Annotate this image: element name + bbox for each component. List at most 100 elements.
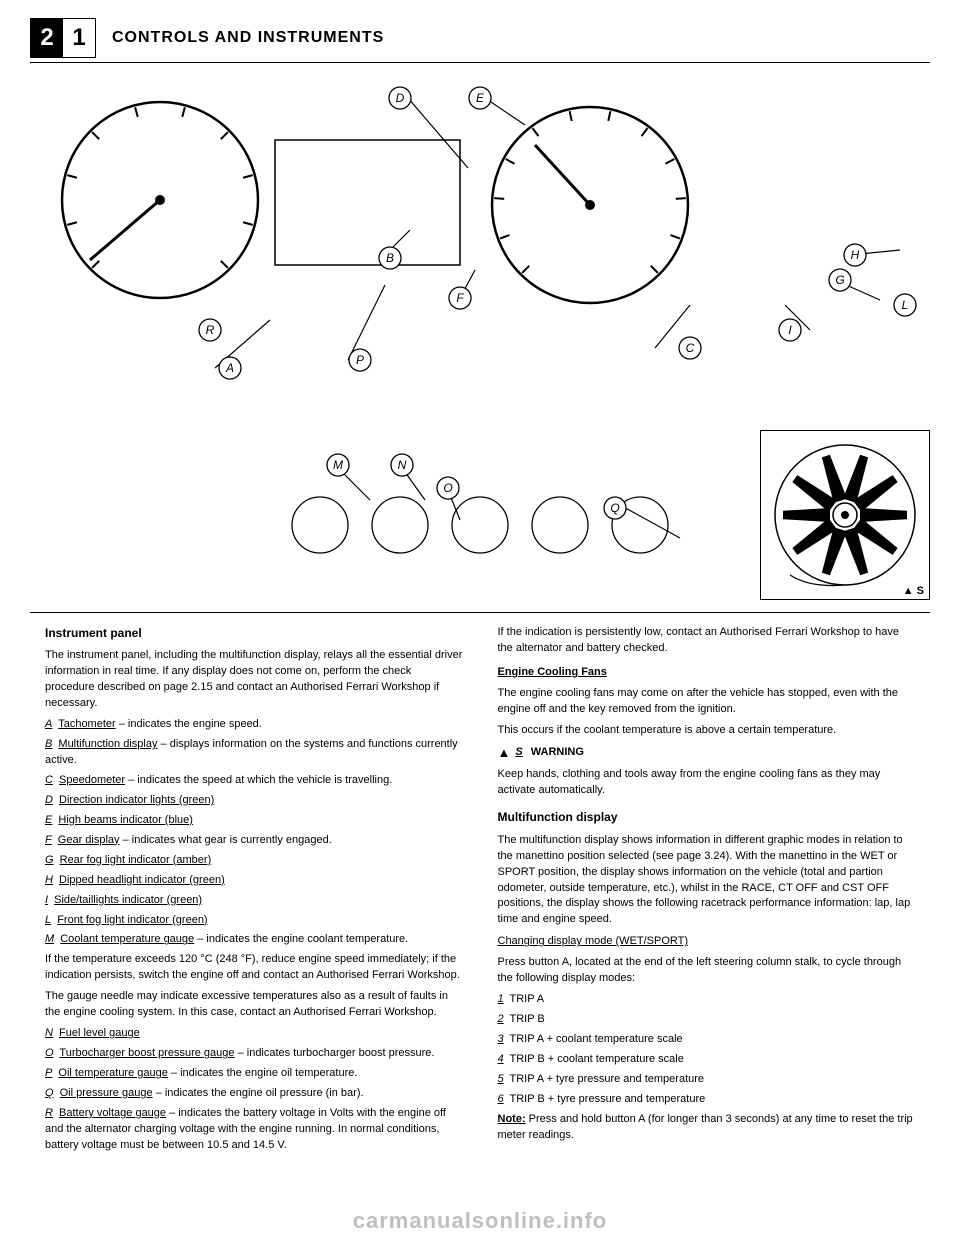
item-title: Side/taillights indicator (green)	[54, 894, 202, 906]
m-note1: If the temperature exceeds 120 °C (248 °…	[45, 952, 463, 984]
item-o: O Turbocharger boost pressure gauge – in…	[45, 1046, 463, 1062]
item-key: F	[45, 834, 52, 846]
svg-text:F: F	[456, 291, 464, 305]
mode-6: 6 TRIP B + tyre pressure and temperature	[498, 1092, 916, 1108]
mode-text: TRIP B	[509, 1013, 544, 1025]
multi-title: Multifunction display	[498, 809, 916, 826]
fan-label: ▲ S	[903, 585, 924, 597]
item-title: Coolant temperature gauge	[60, 933, 194, 945]
fan-figure: ▲ S	[760, 430, 930, 600]
note-label: Note:	[498, 1113, 526, 1125]
panel-title: Instrument panel	[45, 625, 463, 642]
item-desc: – indicates the engine speed.	[119, 718, 262, 730]
cooling-title: Engine Cooling Fans	[498, 665, 916, 681]
item-g: G Rear fog light indicator (amber)	[45, 853, 463, 869]
change-p: Press button A, located at the end of th…	[498, 955, 916, 987]
svg-text:R: R	[206, 323, 215, 337]
header-rule	[30, 62, 930, 63]
item-title: High beams indicator (blue)	[58, 814, 193, 826]
svg-text:E: E	[476, 91, 485, 105]
svg-text:D: D	[396, 91, 405, 105]
svg-text:G: G	[835, 273, 844, 287]
mode-1: 1 TRIP A	[498, 992, 916, 1008]
m-note2: The gauge needle may indicate excessive …	[45, 989, 463, 1021]
item-r: R Battery voltage gauge – indicates the …	[45, 1106, 463, 1154]
item-q: Q Oil pressure gauge – indicates the eng…	[45, 1086, 463, 1102]
watermark: carmanualsonline.info	[353, 1208, 608, 1234]
svg-text:H: H	[851, 248, 860, 262]
mode-key: 5	[498, 1073, 504, 1085]
right-column: If the indication is persistently low, c…	[498, 625, 916, 1158]
item-key: H	[45, 874, 53, 886]
svg-text:N: N	[398, 458, 407, 472]
item-n: N Fuel level gauge	[45, 1026, 463, 1042]
item-title: Turbocharger boost pressure gauge	[59, 1047, 234, 1059]
item-desc: – indicates the engine coolant temperatu…	[197, 933, 408, 945]
item-title: Rear fog light indicator (amber)	[60, 854, 212, 866]
item-title: Dipped headlight indicator (green)	[59, 874, 225, 886]
item-key: G	[45, 854, 54, 866]
mode-key: 3	[498, 1033, 504, 1045]
page-header: 2 1 CONTROLS AND INSTRUMENTS	[30, 18, 384, 58]
item-key: M	[45, 933, 54, 945]
item-desc: – indicates the speed at which the vehic…	[128, 774, 392, 786]
left-column: Instrument panel The instrument panel, i…	[45, 625, 463, 1158]
item-title: Tachometer	[58, 718, 115, 730]
item-title: Multifunction display	[58, 738, 157, 750]
item-key: C	[45, 774, 53, 786]
page-number-box: 2 1	[30, 18, 96, 58]
item-title: Direction indicator lights (green)	[59, 794, 214, 806]
item-b: B Multifunction display – displays infor…	[45, 737, 463, 769]
mode-text: TRIP A + coolant temperature scale	[509, 1033, 682, 1045]
item-d: D Direction indicator lights (green)	[45, 793, 463, 809]
item-key: P	[45, 1067, 52, 1079]
item-key: Q	[45, 1087, 54, 1099]
mode-text: TRIP A	[509, 993, 544, 1005]
item-title: Oil pressure gauge	[60, 1087, 153, 1099]
mode-2: 2 TRIP B	[498, 1012, 916, 1028]
warning-icon: ▲	[498, 744, 511, 763]
cooling-p2: This occurs if the coolant temperature i…	[498, 723, 916, 739]
item-title: Oil temperature gauge	[58, 1067, 167, 1079]
mode-4: 4 TRIP B + coolant temperature scale	[498, 1052, 916, 1068]
cooling-p1: The engine cooling fans may come on afte…	[498, 686, 916, 718]
mode-text: TRIP A + tyre pressure and temperature	[509, 1073, 704, 1085]
item-key: O	[45, 1047, 54, 1059]
item-key: D	[45, 794, 53, 806]
s-label: S	[515, 745, 522, 761]
instrument-diagram: ABCDEFGHILMNOPQR ▲ S	[30, 70, 930, 590]
page-num-left: 2	[31, 19, 63, 57]
item-e: E High beams indicator (blue)	[45, 813, 463, 829]
mode-5: 5 TRIP A + tyre pressure and temperature	[498, 1072, 916, 1088]
item-key: E	[45, 814, 52, 826]
multi-p: The multifunction display shows informat…	[498, 833, 916, 929]
item-desc: – indicates the engine oil pressure (in …	[156, 1087, 364, 1099]
item-key: L	[45, 914, 51, 926]
note-text: Press and hold button A (for longer than…	[498, 1113, 913, 1141]
warn-word: WARNING	[531, 745, 584, 761]
svg-text:L: L	[902, 298, 909, 312]
s-text: Keep hands, clothing and tools away from…	[498, 767, 916, 799]
mode-3: 3 TRIP A + coolant temperature scale	[498, 1032, 916, 1048]
page-num-right: 1	[63, 19, 95, 57]
fan-icon	[770, 440, 920, 590]
mode-key: 1	[498, 993, 504, 1005]
item-key: I	[45, 894, 48, 906]
mode-text: TRIP B + coolant temperature scale	[509, 1053, 683, 1065]
item-desc: – indicates turbocharger boost pressure.	[238, 1047, 435, 1059]
item-p: P Oil temperature gauge – indicates the …	[45, 1066, 463, 1082]
mid-rule	[30, 612, 930, 613]
svg-text:O: O	[443, 481, 452, 495]
intro-text: The instrument panel, including the mult…	[45, 648, 463, 712]
item-a: A Tachometer – indicates the engine spee…	[45, 717, 463, 733]
item-desc: – indicates the engine oil temperature.	[171, 1067, 358, 1079]
svg-text:A: A	[225, 361, 234, 375]
item-i: I Side/taillights indicator (green)	[45, 893, 463, 909]
item-c: C Speedometer – indicates the speed at w…	[45, 773, 463, 789]
svg-text:M: M	[333, 458, 343, 472]
warning-title: ▲S WARNING	[498, 744, 916, 763]
item-desc: – indicates what gear is currently engag…	[123, 834, 332, 846]
item-title: Front fog light indicator (green)	[57, 914, 207, 926]
item-l: L Front fog light indicator (green)	[45, 913, 463, 929]
chapter-title: CONTROLS AND INSTRUMENTS	[112, 29, 384, 47]
